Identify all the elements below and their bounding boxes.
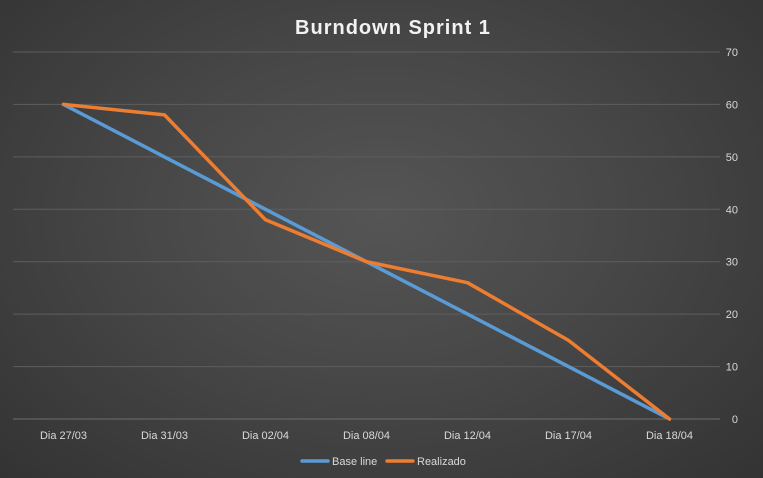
x-tick-label: Dia 02/04: [242, 430, 289, 442]
x-tick-label: Dia 17/04: [545, 430, 592, 442]
y-tick-label: 40: [726, 204, 738, 216]
x-tick-label: Dia 31/03: [141, 430, 188, 442]
series-line-realizado: [61, 102, 672, 421]
legend: Base line Realizado: [300, 456, 466, 468]
y-tick-label: 10: [726, 362, 738, 374]
y-tick-label: 20: [726, 309, 738, 321]
y-tick-label: 60: [726, 99, 738, 111]
gridlines: [13, 51, 720, 420]
legend-label: Realizado: [417, 456, 466, 468]
x-tick-label: Dia 27/03: [40, 430, 87, 442]
y-tick-label: 50: [726, 152, 738, 164]
y-tick-label: 30: [726, 257, 738, 269]
y-tick-label: 70: [726, 47, 738, 59]
x-tick-label: Dia 12/04: [444, 430, 491, 442]
x-tick-label: Dia 08/04: [343, 430, 390, 442]
x-tick-label: Dia 18/04: [646, 430, 693, 442]
x-axis-ticks: Dia 27/03 Dia 31/03 Dia 02/04 Dia 08/04 Dia …: [40, 430, 693, 442]
legend-label: Base line: [332, 456, 377, 468]
chart-title: Burndown Sprint 1: [295, 17, 491, 39]
y-axis-ticks: 0 10 20 30 40 50 60 70: [726, 47, 738, 426]
series-lines: [61, 102, 672, 421]
y-tick-label: 0: [732, 414, 738, 426]
